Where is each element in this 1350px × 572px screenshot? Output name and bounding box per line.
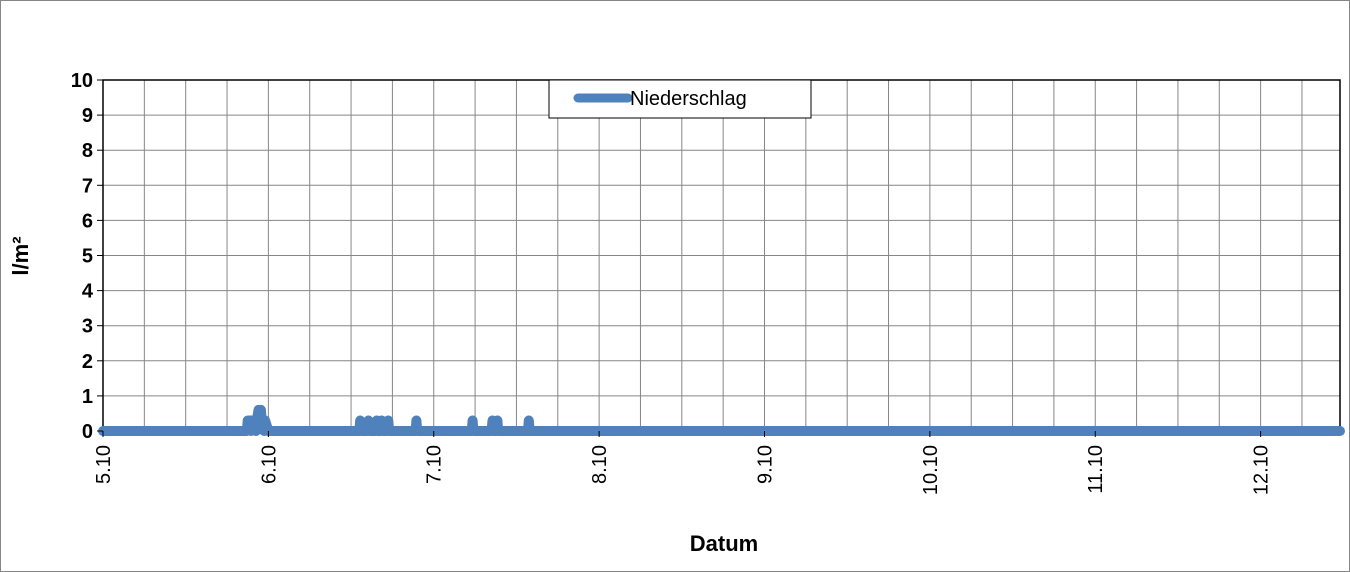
y-tick-label: 8 [82,140,93,162]
y-tick-label: 5 [82,246,93,268]
series-line-niederschlag [98,404,1345,436]
x-tick-label: 10.10 [920,445,942,495]
y-tick-label: 7 [82,175,93,197]
y-tick-label: 9 [82,105,93,127]
y-tick-label: 10 [71,70,93,92]
y-tick-label: 3 [82,316,93,338]
y-axis-title: l/m² [8,236,33,275]
x-tick-label: 6.10 [258,445,280,484]
grid [102,79,1340,432]
x-axis-title: Datum [690,531,758,556]
legend: Niederschlag [548,79,812,119]
series-layer [98,404,1345,436]
legend-entry-niederschlag: Niederschlag [630,88,747,110]
x-tick-label: 7.10 [424,445,446,484]
y-tick-label: 6 [82,210,93,232]
x-tick-label: 11.10 [1085,445,1107,494]
x-tick-label: 9.10 [754,445,776,484]
x-tick-label: 12.10 [1251,445,1273,495]
x-tick-label: 5.10 [93,445,115,484]
x-tick-label: 8.10 [589,445,611,484]
y-tick-label: 4 [82,281,94,303]
y-axis-ticks: 0 1 2 3 4 5 6 7 8 9 10 [71,70,103,443]
y-tick-label: 1 [82,386,93,408]
y-tick-label: 0 [82,421,93,443]
y-tick-label: 2 [82,351,93,373]
x-axis-ticks: 5.10 6.10 7.10 8.10 9.10 10.10 11.10 12.10 [93,431,1273,495]
